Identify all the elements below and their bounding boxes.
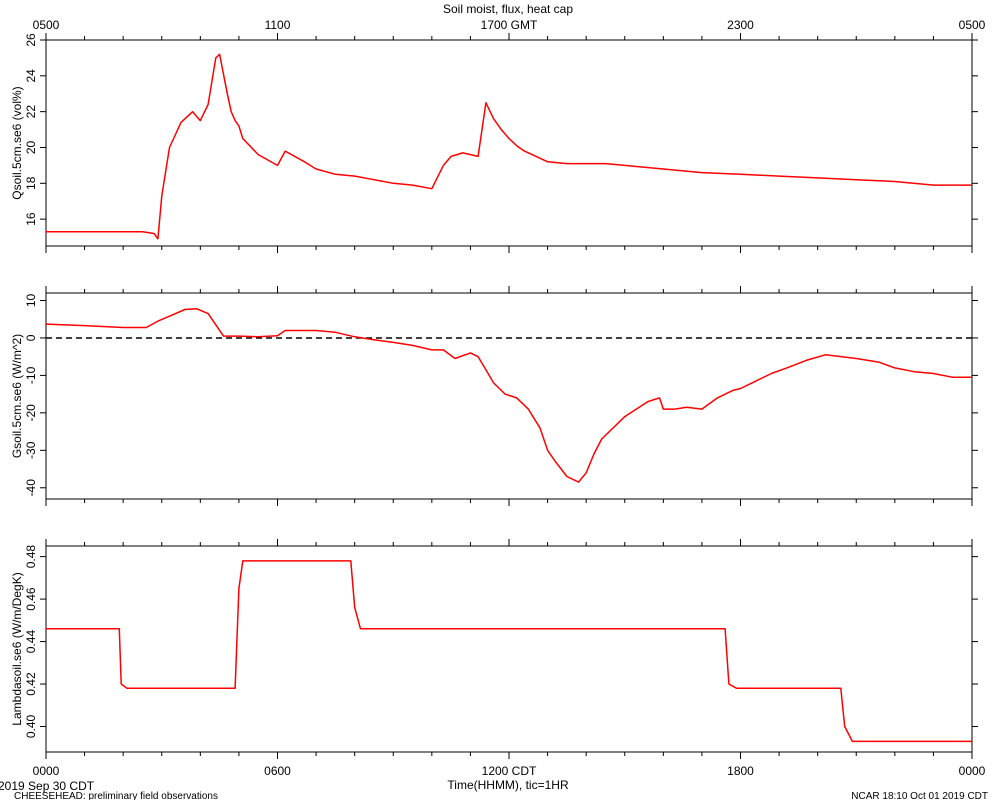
bottom-tick-label: 0000 (33, 764, 60, 778)
top-tick-label: 1700 GMT (481, 18, 538, 32)
y-axis-label: Gsoil.5cm.se6 (W/m^2) (10, 334, 24, 458)
y-tick-label: -40 (24, 479, 38, 497)
y-tick-label: -10 (24, 366, 38, 384)
y-tick-label: 16 (24, 212, 38, 226)
top-tick-label: 2300 (727, 18, 754, 32)
top-tick-label: 0500 (33, 18, 60, 32)
y-tick-label: 0.48 (24, 545, 38, 569)
start-date-label: 2019 Sep 30 CDT (0, 779, 95, 793)
y-tick-label: 26 (24, 33, 38, 47)
y-tick-label: -20 (24, 404, 38, 422)
y-tick-label: 0.46 (24, 587, 38, 611)
bottom-time-axis: 0000 0600 1200 CDT 1800 0000 (33, 764, 986, 778)
series-line (46, 560, 972, 743)
plot-frame (45, 39, 973, 247)
top-time-axis: 0500 1100 1700 GMT 2300 0500 (33, 18, 986, 32)
series-line (45, 307, 972, 483)
project-label: CHEESEHEAD: preliminary field observatio… (14, 791, 218, 800)
y-tick-label: 10 (24, 293, 38, 307)
chart-panel-1: 16 18 20 22 24 26 Qsoil.5cm.se6 (vol%) (10, 33, 978, 253)
chart-panels: 16 18 20 22 24 26 Qsoil.5cm.se6 (vol%) -40 -30 -2… (10, 33, 978, 759)
top-tick-label: 1100 (265, 18, 291, 32)
x-axis-label: Time(HHMM), tic=1HR (447, 778, 569, 792)
y-axis-label: Qsoil.5cm.se6 (vol%) (10, 86, 24, 199)
chart-title: Soil moist, flux, heat cap (443, 2, 573, 16)
bottom-tick-label: 1800 (727, 764, 754, 778)
y-tick-label: 24 (24, 69, 38, 83)
y-tick-label: 22 (24, 105, 38, 119)
y-tick-label: 0.42 (24, 672, 38, 696)
y-tick-label: 0 (24, 334, 38, 341)
y-tick-label: 0.40 (24, 715, 38, 739)
y-tick-label: 0.44 (24, 630, 38, 654)
bottom-tick-label: 0000 (959, 764, 986, 778)
plot-frame (45, 545, 973, 753)
bottom-tick-label: 1200 CDT (482, 764, 537, 778)
y-tick-label: -30 (24, 441, 38, 459)
top-tick-label: 0500 (959, 18, 986, 32)
y-tick-label: 18 (24, 176, 38, 190)
y-tick-label: 20 (24, 140, 38, 154)
chart-panel-2: -40 -30 -20 -10 0 10 Gsoil.5cm.se6 (W/m^2) (10, 286, 978, 506)
bottom-tick-label: 0600 (264, 764, 291, 778)
timestamp-label: NCAR 18:10 Oct 01 2019 CDT (851, 791, 988, 800)
y-axis-label: Lambdasoil.se6 (W/m/DegK) (10, 572, 24, 725)
series-line (46, 53, 972, 240)
